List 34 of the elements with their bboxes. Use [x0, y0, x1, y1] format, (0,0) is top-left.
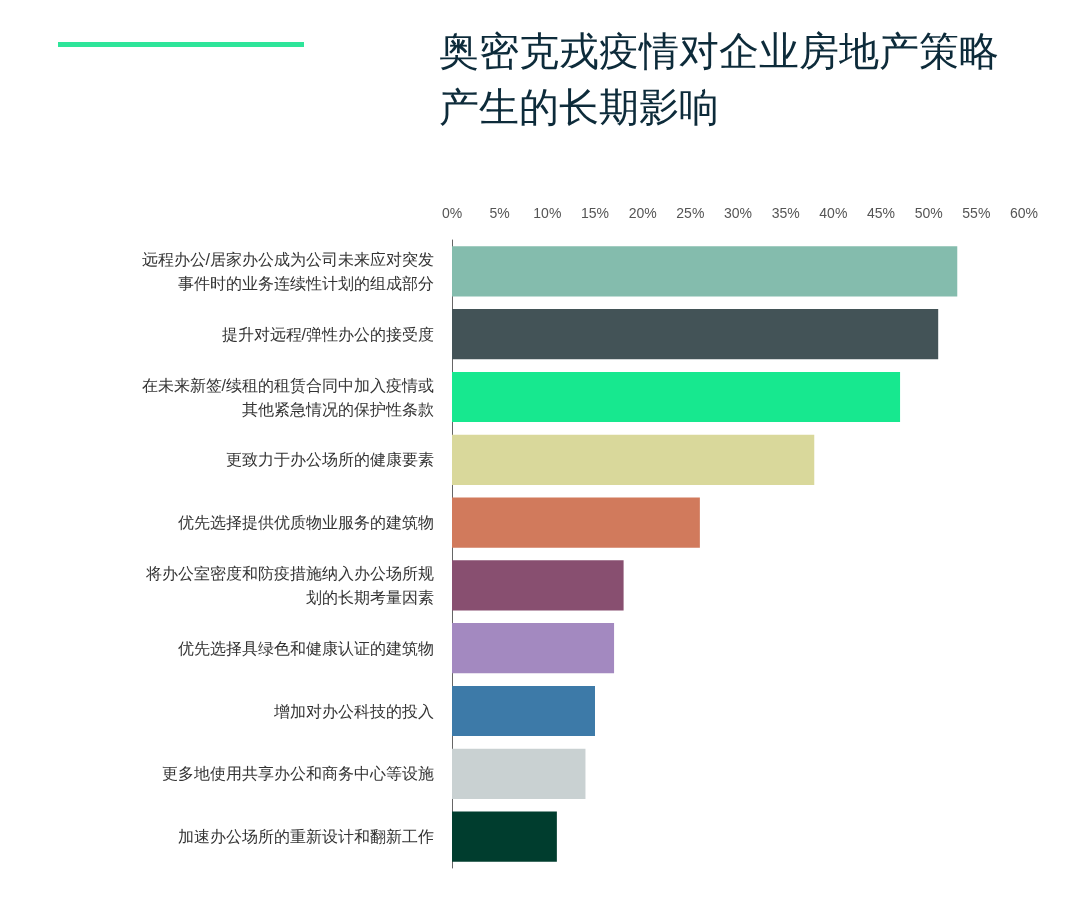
x-tick-label: 40% — [819, 205, 848, 221]
x-tick-label: 0% — [441, 205, 463, 221]
x-tick-label: 60% — [1009, 205, 1039, 221]
bar — [452, 623, 615, 674]
y-tick-label: 提升对远程/弹性办公的接受度 — [221, 325, 434, 343]
y-tick-label: 在未来新签/续租的租赁合同中加入疫情或其他紧急情况的保护性条款 — [141, 376, 434, 418]
bar — [452, 371, 901, 423]
bar — [452, 560, 624, 611]
bar — [452, 434, 815, 485]
bar — [452, 309, 939, 360]
y-tick-label: 增加对办公科技的投入 — [273, 702, 434, 720]
x-tick-label: 35% — [771, 205, 800, 221]
y-tick-label: 远程办公/居家办公成为公司未来应对突发事件时的业务连续性计划的组成部分 — [141, 250, 434, 292]
y-tick-label: 更致力于办公场所的健康要素 — [226, 451, 434, 469]
y-tick-label: 将办公室密度和防疫措施纳入办公场所规划的长期考量因素 — [145, 564, 434, 606]
x-tick-label: 25% — [676, 205, 705, 221]
y-tick-label: 优先选择具绿色和健康认证的建筑物 — [178, 639, 434, 657]
chart-title: 奥密克戎疫情对企业房地产策略产生的长期影响 — [439, 29, 999, 129]
x-tick-label: 50% — [914, 205, 943, 221]
bar — [452, 811, 557, 862]
bar — [452, 246, 958, 297]
y-tick-label: 加速办公场所的重新设计和翻新工作 — [178, 828, 434, 846]
bar — [452, 497, 700, 548]
x-tick-label: 55% — [962, 205, 991, 221]
y-tick-label: 更多地使用共享办公和商务中心等设施 — [162, 765, 434, 783]
x-tick-label: 20% — [628, 205, 657, 221]
y-tick-label: 优先选择提供优质物业服务的建筑物 — [178, 514, 434, 532]
x-tick-label: 10% — [533, 205, 562, 221]
x-tick-label: 45% — [866, 205, 896, 221]
bar — [452, 685, 595, 737]
x-tick-label: 5% — [489, 205, 510, 221]
x-tick-label: 30% — [723, 205, 753, 221]
bar — [452, 748, 586, 799]
x-tick-label: 15% — [580, 205, 610, 221]
